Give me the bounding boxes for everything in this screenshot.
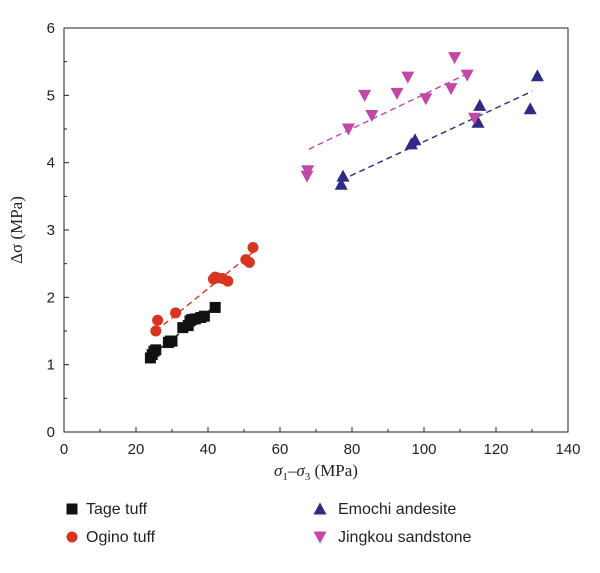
- y-tick-label: 2: [47, 289, 55, 306]
- legend: Tage tuff Ogino tuff Emochi andesite Jingko…: [66, 501, 472, 546]
- x-tick-label: 140: [555, 441, 580, 458]
- legend-marker-jingkou-sandstone: [313, 531, 327, 544]
- legend-marker-ogino-tuff: [66, 531, 78, 543]
- jingkou-sandstone-point: [444, 83, 458, 96]
- ogino-tuff-point: [152, 314, 164, 326]
- x-tick-label: 0: [60, 441, 68, 458]
- jingkou-sandstone-point: [300, 170, 314, 183]
- x-tick-label: 100: [411, 441, 436, 458]
- emochi-andesite-point: [334, 177, 348, 190]
- x-tick-label: 120: [483, 441, 508, 458]
- jingkou-sandstone-point: [358, 89, 372, 102]
- emochi-andesite-point: [471, 115, 485, 128]
- y-tick-label: 3: [47, 222, 55, 239]
- y-axis-label: Δσ (MPa): [7, 196, 26, 264]
- jingkou-sandstone-point: [467, 112, 481, 125]
- legend-label-tage-tuff: Tage tuff: [86, 501, 148, 518]
- x-tick-label: 80: [344, 441, 361, 458]
- y-tick-label: 0: [47, 424, 55, 441]
- tage-tuff-point: [209, 301, 221, 313]
- x-tick-label: 40: [200, 441, 217, 458]
- legend-item-ogino-tuff: Ogino tuff: [66, 529, 156, 546]
- jingkou-sandstone-point: [301, 165, 315, 178]
- y-axis-ticks: 0 1 2 3 4 5 6: [47, 20, 69, 441]
- legend-item-jingkou-sandstone: Jingkou sandstone: [313, 529, 472, 546]
- jingkou-sandstone-point: [460, 69, 474, 82]
- x-tick-label: 60: [272, 441, 289, 458]
- jingkou-sandstone-point: [341, 123, 355, 136]
- x-tick-label: 20: [128, 441, 145, 458]
- jingkou-sandstone-point: [365, 110, 379, 123]
- y-tick-label: 4: [47, 155, 55, 172]
- x-axis-ticks: 0 20 40 60 80 100 120 140: [60, 427, 581, 458]
- jingkou-sandstone-point: [419, 93, 433, 106]
- legend-marker-emochi-andesite: [313, 502, 327, 515]
- emochi-andesite-point: [473, 98, 487, 111]
- plot-area: [63, 27, 569, 433]
- legend-label-jingkou-sandstone: Jingkou sandstone: [338, 529, 472, 546]
- y-tick-label: 1: [47, 357, 55, 374]
- tage-tuff-point: [150, 344, 162, 356]
- emochi-andesite-point: [336, 169, 350, 182]
- tage-tuff-point: [166, 335, 178, 347]
- emochi-andesite-fit-line: [340, 90, 533, 181]
- jingkou-sandstone-point: [390, 87, 404, 100]
- emochi-andesite-point: [523, 102, 537, 115]
- tage-tuff-point: [198, 310, 210, 322]
- legend-label-ogino-tuff: Ogino tuff: [86, 529, 156, 546]
- ogino-tuff-point: [150, 325, 162, 337]
- plot-frame: [63, 27, 569, 433]
- ogino-tuff-fit-line: [155, 251, 254, 332]
- jingkou-sandstone-fit-line: [308, 73, 468, 150]
- ogino-tuff-point: [247, 242, 259, 254]
- jingkou-sandstone-point: [448, 52, 462, 65]
- x-axis-label: σ1–σ3 (MPa): [274, 461, 358, 483]
- legend-item-tage-tuff: Tage tuff: [66, 501, 148, 518]
- y-tick-label: 6: [47, 20, 55, 37]
- data-markers: [144, 52, 544, 364]
- legend-label-emochi-andesite: Emochi andesite: [338, 501, 456, 518]
- legend-item-emochi-andesite: Emochi andesite: [313, 501, 456, 518]
- emochi-andesite-point: [530, 69, 544, 82]
- ogino-tuff-point: [170, 307, 182, 319]
- ogino-tuff-point: [243, 256, 255, 268]
- y-tick-label: 5: [47, 87, 55, 104]
- emochi-andesite-point: [408, 133, 422, 146]
- jingkou-sandstone-point: [401, 71, 415, 84]
- legend-marker-tage-tuff: [66, 503, 78, 515]
- ogino-tuff-point: [222, 275, 234, 287]
